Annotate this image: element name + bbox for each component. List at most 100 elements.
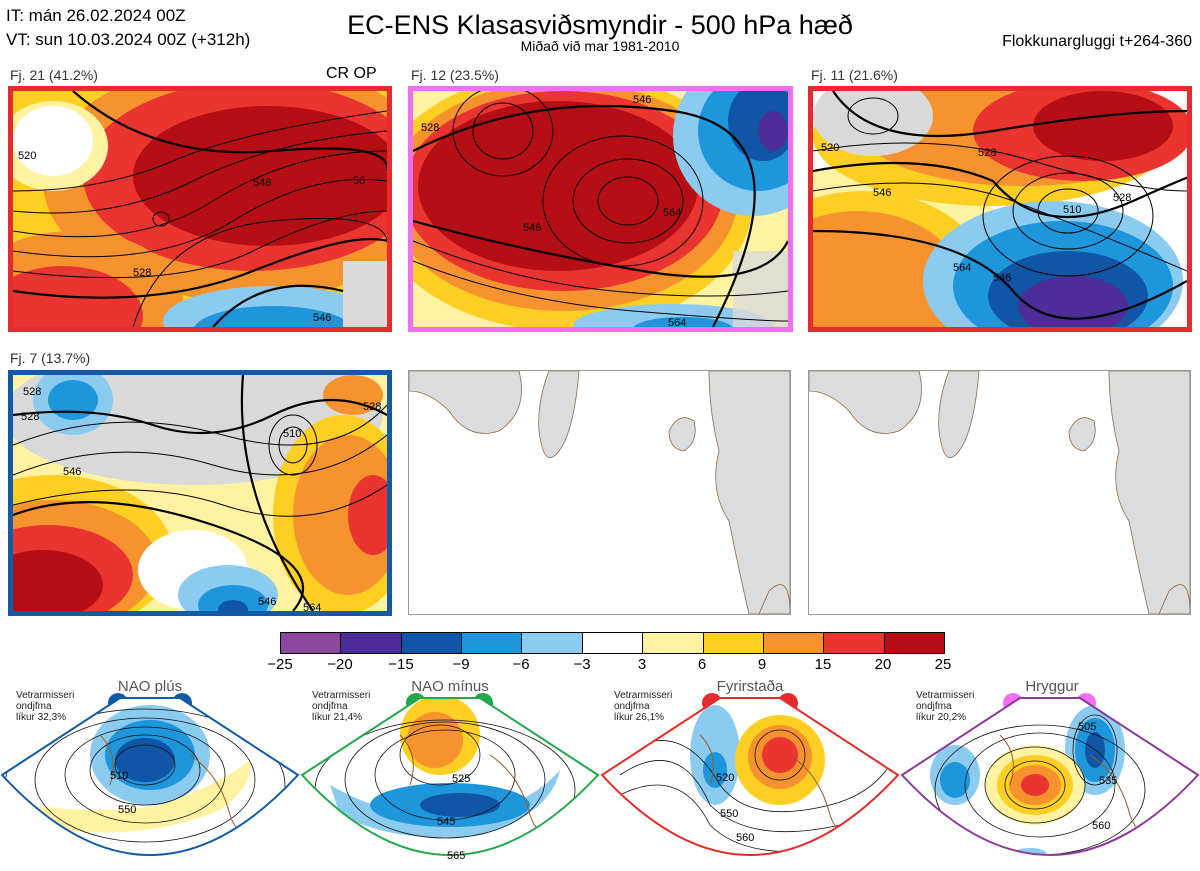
note-line: ondjfma	[312, 701, 348, 712]
regime-nao-minus-note: Vetrarmisseri ondjfma líkur 21,4%	[312, 690, 370, 723]
contour-label: 546	[873, 187, 891, 199]
colorbar-tick: −20	[327, 656, 353, 673]
cluster-1-badge: CR OP	[326, 65, 377, 82]
contour-label: 510	[1063, 204, 1081, 216]
note-line: líkur 21,4%	[312, 712, 363, 723]
colorbar-swatch	[763, 633, 825, 653]
empty-map-panel-2	[808, 370, 1191, 615]
valid-time: VT: sun 10.03.2024 00Z (+312h)	[6, 30, 251, 49]
cluster-4-label: Fj. 7 (13.7%)	[10, 350, 91, 366]
cluster-1-contour-labels: 520 528 546 56 546	[18, 150, 365, 324]
regime-blocking-note: Vetrarmisseri ondjfma líkur 26,1%	[614, 690, 672, 723]
contour-label: 564	[663, 207, 681, 219]
page-subtitle: Miðað við mar 1981-2010	[520, 38, 680, 54]
colorbar-swatch	[462, 633, 523, 653]
contour-label: 520	[716, 772, 734, 784]
note-line: Vetrarmisseri	[614, 690, 673, 701]
colorbar-swatch	[824, 633, 885, 653]
colorbar-swatch	[703, 633, 764, 653]
contour-label: 56	[353, 175, 365, 187]
cluster-map-4: 528 528 510 546 528 546 564	[8, 370, 392, 616]
contour-label: 525	[452, 773, 470, 785]
colorbar	[280, 632, 945, 654]
colorbar-tick: −15	[388, 656, 414, 673]
contour-label: 528	[978, 147, 996, 159]
cluster-map-3: 520 528 546 510 528 546 564	[808, 86, 1192, 332]
initial-time: IT: mán 26.02.2024 00Z	[6, 6, 186, 25]
page-title: EC-ENS Klasasviðsmyndir - 500 hPa hæð	[347, 10, 853, 40]
contour-label: 535	[1099, 775, 1117, 787]
contour-label: 560	[1092, 820, 1110, 832]
contour-label: 528	[23, 386, 41, 398]
colorbar-tick: 3	[637, 656, 647, 673]
contour-label: 505	[1078, 721, 1096, 733]
contour-label: 546	[633, 94, 651, 106]
colorbar-tick: 6	[697, 656, 707, 673]
note-line: líkur 26,1%	[614, 712, 665, 723]
regime-nao-plus-note: Vetrarmisseri ondjfma líkur 32,3%	[16, 690, 74, 723]
colorbar-swatch	[401, 633, 463, 653]
contour-label: 550	[118, 804, 136, 816]
contour-label: 546	[313, 312, 331, 324]
regime-nao-minus-title: NAO mínus	[411, 678, 489, 695]
colorbar-swatch	[582, 633, 644, 653]
note-line: Vetrarmisseri	[916, 690, 975, 701]
note-line: ondjfma	[614, 701, 650, 712]
contour-label: 528	[1113, 192, 1131, 204]
cluster-2-label: Fj. 12 (23.5%)	[411, 67, 499, 83]
note-line: líkur 32,3%	[16, 712, 67, 723]
contour-label: 520	[821, 142, 839, 154]
contour-label: 528	[421, 122, 439, 134]
cluster-2-contour-labels: 528 546 546 564 564	[421, 94, 686, 327]
contour-label: 546	[63, 466, 81, 478]
contour-label: 510	[110, 770, 128, 782]
colorbar-tick: −25	[267, 656, 293, 673]
contour-label: 510	[283, 428, 301, 440]
regime-blocking-map: 520 550 560	[600, 697, 900, 856]
contour-label: 528	[133, 267, 151, 279]
colorbar-swatch	[281, 633, 342, 653]
contour-label: 545	[437, 816, 455, 828]
contour-label: 565	[447, 850, 465, 862]
note-line: Vetrarmisseri	[312, 690, 371, 701]
contour-label: 546	[253, 177, 271, 189]
colorbar-swatch	[522, 633, 583, 653]
contour-label: 564	[953, 262, 971, 274]
cluster-1-label: Fj. 21 (41.2%)	[10, 67, 98, 83]
cluster-map-1: 520 528 546 56 546	[8, 86, 392, 332]
contour-label: 564	[668, 317, 686, 327]
regime-blocking-title: Fyrirstaða	[716, 678, 784, 695]
regime-nao-minus-map: 525 545 565	[300, 697, 600, 862]
regime-ridge-map: 505 535 560	[900, 697, 1200, 856]
cluster-map-2: 528 546 546 564 564	[408, 86, 793, 332]
note-line: líkur 20,2%	[916, 712, 967, 723]
contour-label: 560	[736, 832, 754, 844]
colorbar-swatch	[341, 633, 402, 653]
cluster-3-label: Fj. 11 (21.6%)	[811, 67, 898, 83]
note-line: ondjfma	[916, 701, 952, 712]
colorbar-tick: 15	[814, 656, 832, 673]
contour-label: 564	[303, 602, 321, 611]
cluster-4-contour-labels: 528 528 510 546 528 546 564	[21, 386, 381, 611]
cluster-3-contour-labels: 520 528 546 510 528 546 564	[821, 142, 1131, 284]
colorbar-tick: −6	[512, 656, 530, 673]
contour-label: 546	[523, 222, 541, 234]
contour-label: 546	[258, 596, 276, 608]
colorbar-swatch	[884, 633, 944, 653]
classification-window: Flokkunargluggi t+264-360	[1002, 33, 1192, 50]
colorbar-tick: 20	[874, 656, 892, 673]
regime-nao-plus-title: NAO plús	[117, 678, 183, 695]
contour-label: 520	[18, 150, 36, 162]
contour-label: 550	[720, 808, 738, 820]
contour-label: 546	[993, 272, 1011, 284]
colorbar-tick: 25	[934, 656, 952, 673]
regime-ridge-title: Hryggur	[1025, 678, 1079, 695]
contour-label: 528	[21, 411, 39, 423]
note-line: ondjfma	[16, 701, 52, 712]
colorbar-swatch	[643, 633, 704, 653]
colorbar-tick: −9	[452, 656, 470, 673]
contour-label: 528	[363, 401, 381, 413]
empty-map-panel-1	[408, 370, 791, 615]
regime-nao-plus-map: 510 550	[0, 697, 300, 856]
note-line: Vetrarmisseri	[16, 690, 75, 701]
